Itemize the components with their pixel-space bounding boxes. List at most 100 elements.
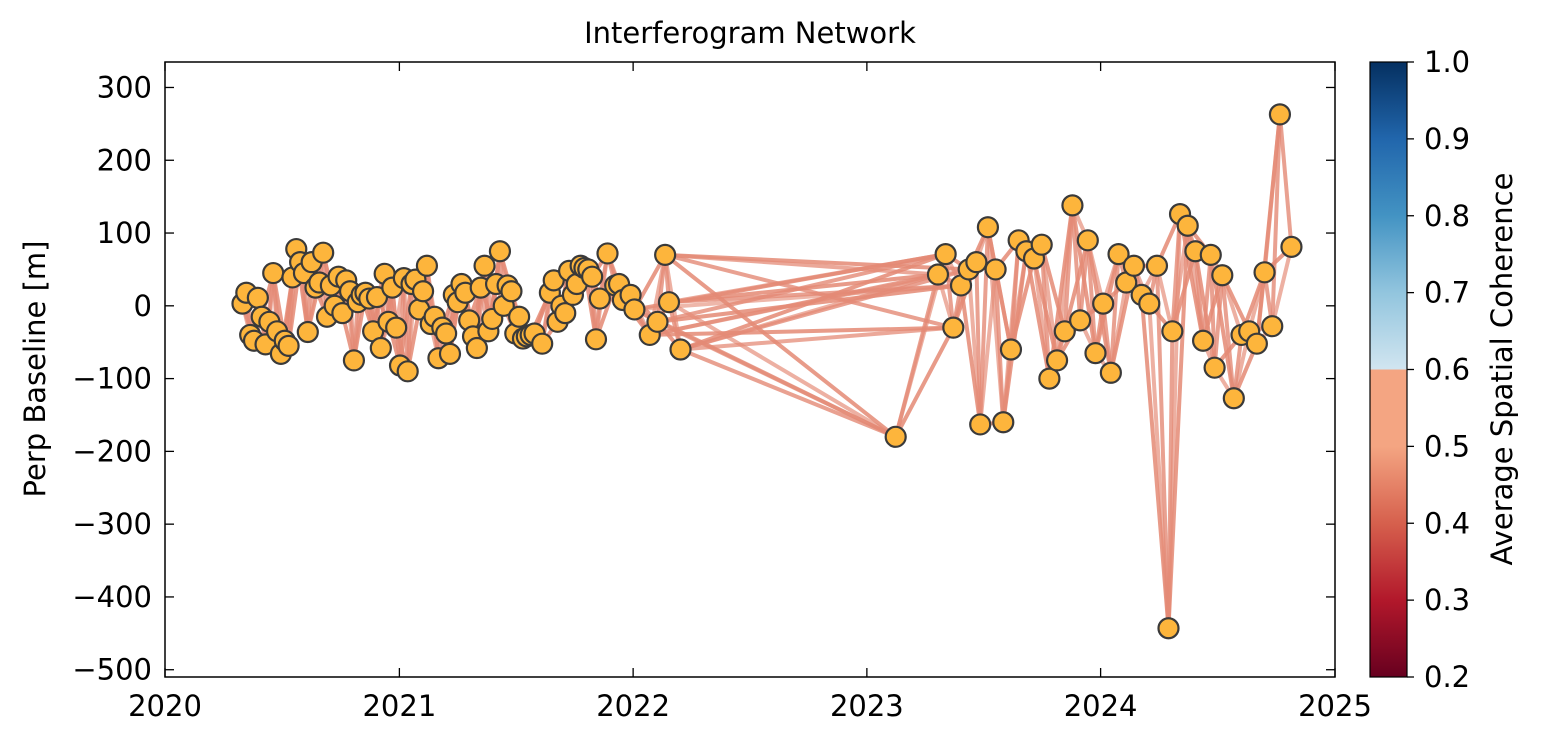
colorbar-tick-label: 0.3 [1424,583,1470,617]
interferogram-edge [1154,263,1175,334]
acquisition-point [1261,315,1284,338]
acquisition-point [1222,387,1245,410]
acquisition-point [411,280,435,303]
y-tick-label: −300 [72,507,152,541]
acquisition-point [657,291,681,314]
acquisition-point [1176,214,1199,237]
y-tick-label: 100 [97,216,152,250]
y-tick-label: 300 [97,70,152,104]
acquisition-point [934,243,957,266]
acquisition-point [438,342,462,365]
acquisition-point [312,241,335,264]
interferogram-edge [1078,238,1090,323]
acquisition-point [1138,292,1161,315]
y-tick-label: 0 [134,289,152,323]
chart-title: Interferogram Network [584,16,916,50]
acquisition-point [1245,332,1268,355]
colorbar-tick-label: 0.7 [1424,276,1470,310]
interferogram-edge [993,267,1013,352]
y-tick-label: −100 [72,362,152,396]
colorbar-tick-label: 0.6 [1424,353,1470,387]
y-axis-label: Perp Baseline [m] [18,241,52,498]
acquisition-point [1268,103,1292,126]
acquisition-point [385,316,408,339]
colorbar-label: Average Spatial Coherence [1485,173,1519,566]
acquisition-point [992,411,1015,434]
acquisition-point [262,261,285,285]
acquisition-point [1030,233,1053,256]
acquisition-point [623,298,646,321]
acquisition-point [1038,367,1061,390]
colorbar [1369,61,1408,678]
interferogram-edge [993,267,1006,425]
interferogram-edge [647,325,956,337]
acquisition-point [1099,361,1122,384]
acquisition-point [296,320,319,344]
acquisition-point [554,301,577,325]
colorbar-tick-label: 0.5 [1424,429,1470,463]
interferogram-edge [1154,263,1171,631]
acquisition-point [396,360,419,383]
acquisition-point [1199,243,1222,266]
interferogram-edge [678,267,971,352]
acquisition-point [1253,261,1276,284]
acquisition-point [531,332,554,355]
x-tick-label: 2024 [1064,689,1138,723]
acquisition-point [369,336,392,360]
acquisition-point [1084,342,1107,365]
acquisition-point [1157,617,1180,640]
acquisition-point [1122,254,1146,277]
interferogram-edge [1270,112,1282,329]
interferogram-edge [663,252,956,330]
interferogram-edge [1277,112,1294,249]
interferogram-edge [678,347,898,439]
acquisition-point [976,216,1000,239]
interferogram-edge [655,283,964,324]
acquisition-point [1045,349,1069,372]
y-tick-label: 200 [97,143,152,177]
acquisition-point [1191,329,1215,352]
acquisition-point [415,254,439,277]
interferogram-edge [666,283,964,305]
acquisition-point [331,301,354,325]
x-tick-label: 2021 [362,689,436,723]
colorbar-ticks: 1.0 0.9 0.8 0.7 0.6 0.5 0.4 0.3 0.2 [1407,45,1470,694]
interferogram-edge [1062,203,1075,334]
colorbar-tick-label: 0.4 [1424,506,1470,540]
interferogram-edge [678,325,956,352]
colorbar-tick-label: 1.0 [1424,45,1470,79]
plot-frame [164,61,1336,678]
acquisition-point [965,251,988,274]
acquisition-point [342,349,366,372]
acquisition-point [1280,235,1303,258]
acquisition-point [1053,320,1076,343]
y-tick-label: −200 [72,434,152,468]
acquisition-point [488,240,512,263]
acquisition-point [669,338,692,361]
acquisition-point [1076,229,1099,252]
acquisition-point [984,258,1007,281]
acquisition-point [581,265,604,288]
colorbar-tick-label: 0.8 [1424,199,1470,233]
acquisition-point [508,305,531,328]
x-tick-label: 2020 [128,689,202,723]
acquisition-point [1061,194,1084,217]
acquisition-point [1161,320,1184,343]
interferogram-edge [666,252,948,305]
acquisition-point [596,242,619,265]
interferogram-edge [1212,273,1225,370]
interferogram-edge [1108,252,1121,375]
x-tick-label: 2022 [596,689,670,723]
acquisition-point [999,338,1023,361]
acquisition-point [1203,356,1226,379]
acquisition-point [646,310,669,333]
acquisition-point [654,243,677,266]
interferogram-edge [663,252,898,439]
acquisition-point [435,322,458,345]
interferogram-edge [655,252,668,324]
interferogram-edge [655,319,898,439]
interferogram-edge [1220,273,1236,401]
acquisition-point [500,280,523,303]
acquisition-point [1107,243,1130,266]
acquisition-point [1211,264,1234,287]
